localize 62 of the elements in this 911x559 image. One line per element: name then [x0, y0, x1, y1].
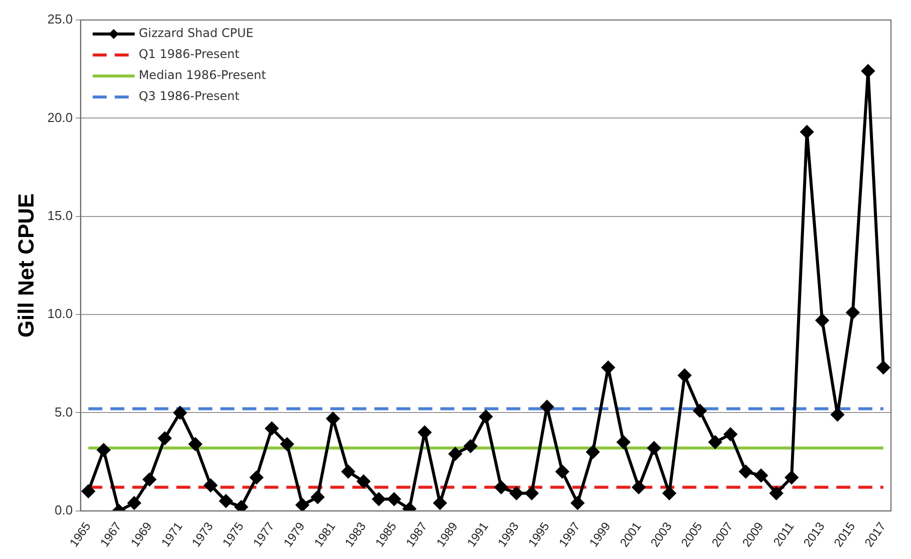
point [830, 408, 844, 422]
point [280, 438, 294, 451]
point [862, 64, 875, 78]
point [693, 404, 706, 418]
point [648, 442, 661, 455]
point [128, 496, 141, 510]
point [97, 444, 110, 457]
point [158, 432, 172, 445]
point [540, 400, 554, 414]
point [448, 447, 462, 460]
point [296, 498, 309, 511]
point [418, 426, 432, 439]
point [662, 486, 676, 500]
y-axis-title: Gill Net CPUE [13, 193, 38, 338]
point [234, 500, 248, 511]
y-tick-label: 10.0 [47, 306, 73, 322]
point [219, 494, 232, 508]
point [708, 436, 722, 449]
point [342, 465, 355, 478]
point [571, 496, 584, 510]
point [204, 478, 218, 492]
y-tick-label: 15.0 [47, 208, 73, 223]
point [143, 472, 156, 486]
y-tick-label: 0.0 [54, 502, 73, 518]
point [326, 412, 340, 426]
y-tick-label: 25.0 [47, 12, 73, 27]
point [678, 368, 692, 382]
point [556, 465, 569, 478]
point [525, 486, 538, 500]
legend-label: Q3 1986-Present [138, 89, 240, 104]
point [250, 470, 264, 484]
point [632, 480, 646, 494]
point [846, 306, 860, 320]
point [311, 490, 324, 504]
point [770, 486, 783, 500]
point [510, 486, 523, 500]
point [724, 428, 737, 441]
point [357, 474, 370, 488]
legend-label: Q1 1986-Present [138, 47, 240, 62]
point [785, 470, 798, 484]
point [188, 438, 202, 451]
point [174, 406, 187, 420]
y-tick-label: 5.0 [54, 404, 73, 420]
point [739, 465, 752, 478]
point [800, 125, 814, 138]
point [494, 480, 508, 494]
point [602, 361, 615, 374]
point [586, 445, 600, 458]
point [464, 440, 478, 453]
point [816, 314, 829, 327]
point [372, 492, 386, 506]
point [265, 422, 278, 435]
legend-label: Gizzard Shad CPUE [138, 26, 254, 40]
point [82, 484, 95, 498]
legend-label: Median 1986-Present [138, 68, 266, 82]
point [876, 361, 890, 374]
point [479, 410, 492, 424]
y-tick-label: 20.0 [47, 110, 73, 125]
point [433, 496, 446, 510]
point [388, 492, 401, 506]
point [616, 436, 630, 449]
point [754, 469, 768, 482]
